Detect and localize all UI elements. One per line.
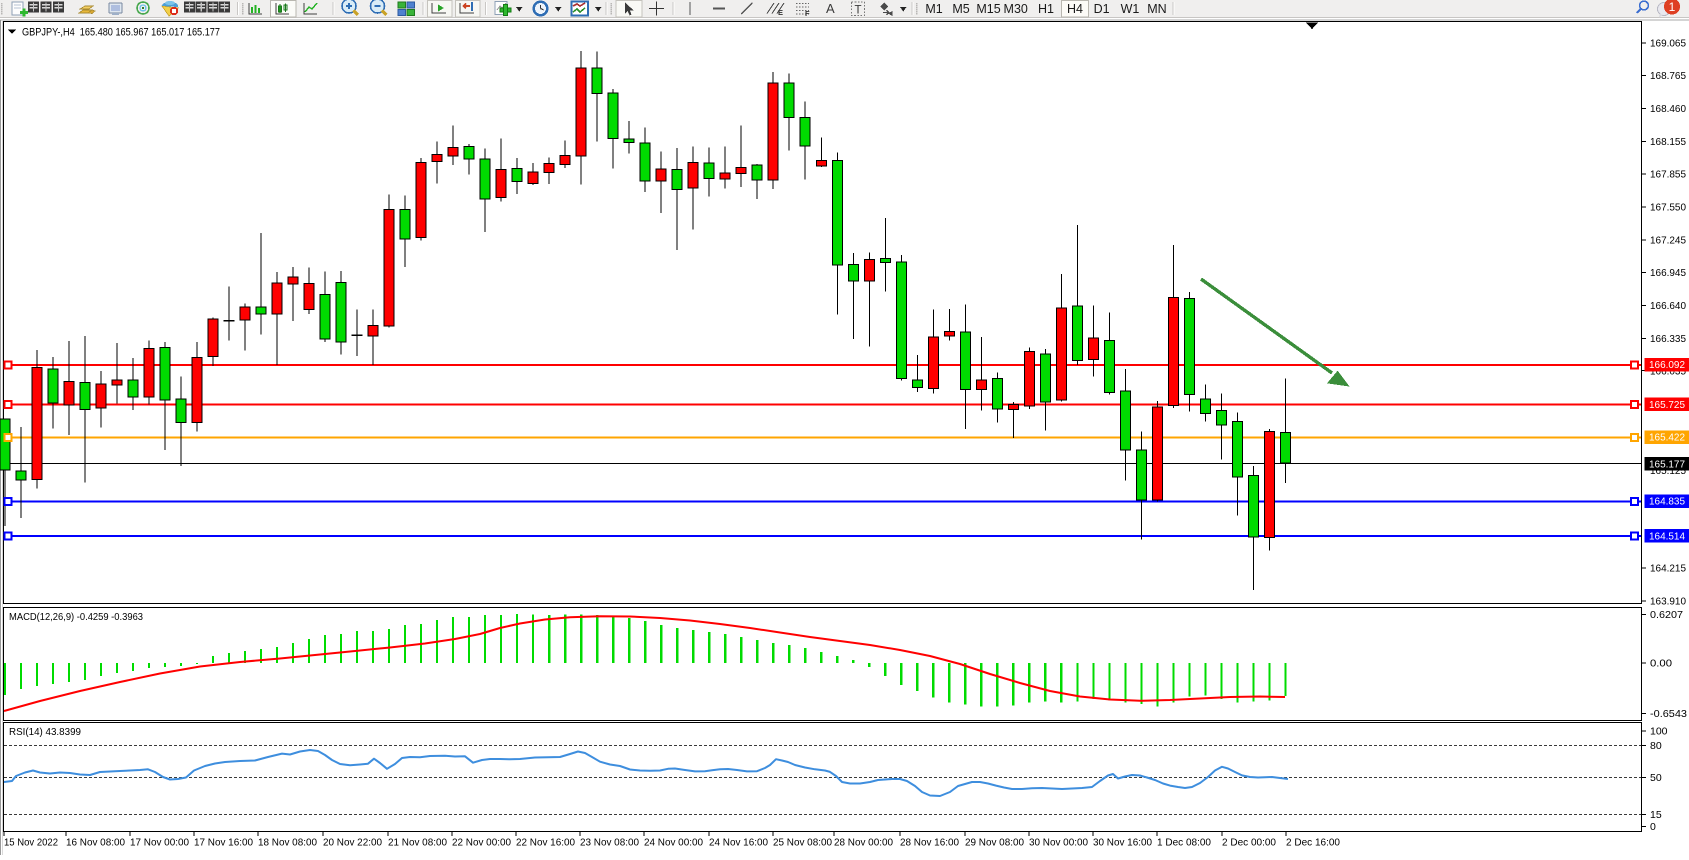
svg-text:166.335: 166.335	[1650, 333, 1686, 345]
svg-text:M1: M1	[925, 2, 942, 16]
svg-text:18 Nov 08:00: 18 Nov 08:00	[258, 837, 317, 849]
svg-text:W1: W1	[1121, 2, 1140, 16]
svg-text:M5: M5	[952, 2, 969, 16]
svg-text:H4: H4	[1067, 2, 1083, 16]
svg-text:167.245: 167.245	[1650, 235, 1686, 247]
svg-text:168.765: 168.765	[1650, 70, 1686, 82]
svg-text:165.422: 165.422	[1649, 432, 1685, 444]
svg-text:2 Dec 16:00: 2 Dec 16:00	[1286, 837, 1340, 849]
svg-text:165.177: 165.177	[1649, 458, 1685, 470]
svg-text:30 Nov 00:00: 30 Nov 00:00	[1029, 837, 1088, 849]
svg-text:166.945: 166.945	[1650, 267, 1686, 279]
svg-text:H1: H1	[1038, 2, 1054, 16]
svg-text:28 Nov 16:00: 28 Nov 16:00	[900, 837, 959, 849]
svg-text:20 Nov 22:00: 20 Nov 22:00	[323, 837, 382, 849]
svg-text:165.725: 165.725	[1649, 399, 1685, 411]
svg-text:21 Nov 08:00: 21 Nov 08:00	[388, 837, 447, 849]
svg-text:164.215: 164.215	[1650, 563, 1686, 575]
svg-text:100: 100	[1650, 726, 1668, 738]
svg-text:24 Nov 16:00: 24 Nov 16:00	[709, 837, 768, 849]
svg-text:MN: MN	[1147, 2, 1166, 16]
svg-text:17 Nov 16:00: 17 Nov 16:00	[194, 837, 253, 849]
svg-text:168.155: 168.155	[1650, 136, 1686, 148]
svg-text:MACD(12,26,9) -0.4259 -0.3963: MACD(12,26,9) -0.4259 -0.3963	[9, 611, 143, 623]
svg-text:2 Dec 00:00: 2 Dec 00:00	[1222, 837, 1276, 849]
svg-text:29 Nov 08:00: 29 Nov 08:00	[965, 837, 1024, 849]
svg-text:D1: D1	[1094, 2, 1110, 16]
svg-text:1: 1	[1669, 0, 1676, 14]
svg-text:30 Nov 16:00: 30 Nov 16:00	[1093, 837, 1152, 849]
svg-text:28 Nov 00:00: 28 Nov 00:00	[834, 837, 893, 849]
svg-text:164.835: 164.835	[1649, 496, 1685, 508]
svg-text:0: 0	[1650, 821, 1656, 833]
svg-text:0.6207: 0.6207	[1650, 609, 1683, 621]
svg-text:A: A	[826, 1, 835, 16]
svg-text:17 Nov 00:00: 17 Nov 00:00	[130, 837, 189, 849]
svg-text:M30: M30	[1004, 2, 1028, 16]
svg-text:166.640: 166.640	[1650, 300, 1686, 312]
svg-text:T: T	[855, 5, 862, 17]
svg-text:50: 50	[1650, 772, 1662, 784]
svg-text:16 Nov 08:00: 16 Nov 08:00	[66, 837, 125, 849]
svg-text:167.855: 167.855	[1650, 169, 1686, 181]
svg-text:15: 15	[1650, 809, 1662, 821]
svg-text:168.460: 168.460	[1650, 103, 1686, 115]
svg-text:167.550: 167.550	[1650, 202, 1686, 214]
svg-text:22 Nov 16:00: 22 Nov 16:00	[516, 837, 575, 849]
svg-text:15 Nov 2022: 15 Nov 2022	[4, 837, 58, 849]
svg-text:-0.6543: -0.6543	[1650, 708, 1687, 720]
svg-text:22 Nov 00:00: 22 Nov 00:00	[452, 837, 511, 849]
svg-text:166.092: 166.092	[1649, 359, 1685, 371]
svg-text:0.00: 0.00	[1650, 658, 1672, 670]
svg-text:F: F	[805, 9, 810, 18]
svg-text:RSI(14) 43.8399: RSI(14) 43.8399	[9, 726, 81, 738]
svg-text:169.065: 169.065	[1650, 38, 1686, 50]
svg-text:M15: M15	[976, 2, 1000, 16]
svg-text:GBPJPY-,H4 165.480 165.967 16: GBPJPY-,H4 165.480 165.967 165.017 165.1…	[22, 27, 220, 39]
svg-text:164.514: 164.514	[1649, 530, 1685, 542]
svg-text:E: E	[778, 8, 783, 17]
svg-text:1 Dec 08:00: 1 Dec 08:00	[1157, 837, 1211, 849]
svg-text:25 Nov 08:00: 25 Nov 08:00	[773, 837, 832, 849]
svg-text:163.910: 163.910	[1650, 596, 1686, 608]
svg-text:80: 80	[1650, 740, 1662, 752]
svg-text:24 Nov 00:00: 24 Nov 00:00	[644, 837, 703, 849]
svg-text:23 Nov 08:00: 23 Nov 08:00	[580, 837, 639, 849]
